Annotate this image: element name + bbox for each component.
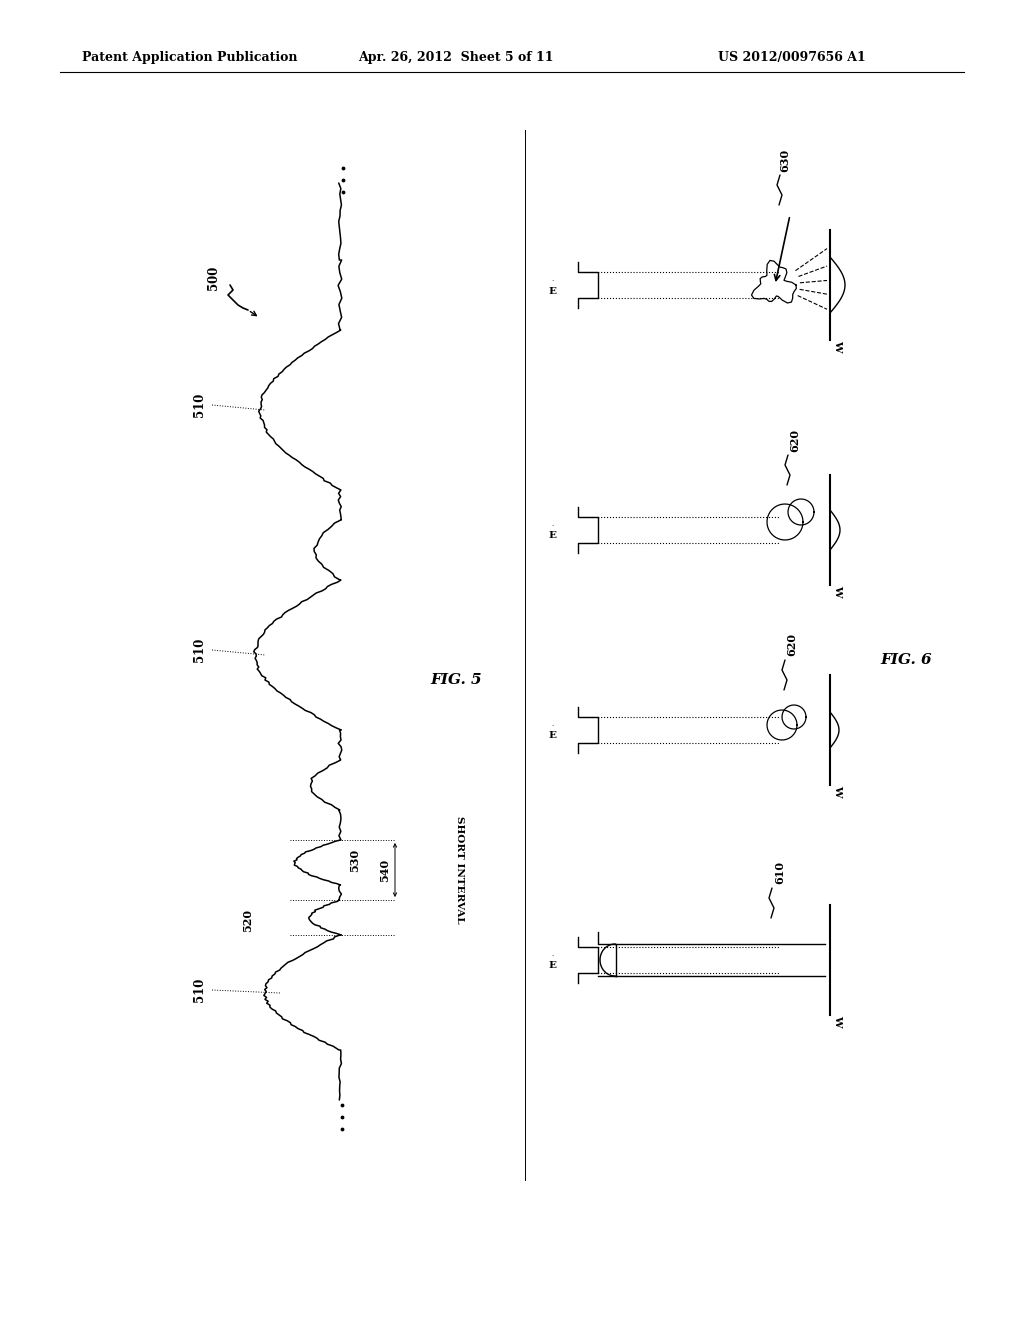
Text: E: E [548,286,556,296]
Text: SHORT INTERVAL: SHORT INTERVAL [455,816,464,924]
Text: E: E [548,961,556,970]
Text: FIG. 5: FIG. 5 [430,673,481,686]
Text: US 2012/0097656 A1: US 2012/0097656 A1 [718,51,865,65]
Text: 620: 620 [790,429,801,451]
Text: 610: 610 [774,862,785,884]
Text: .: . [551,950,553,958]
Text: 630: 630 [779,148,791,172]
Text: W: W [834,341,843,351]
Text: Patent Application Publication: Patent Application Publication [82,51,298,65]
Text: E: E [548,731,556,741]
Text: 510: 510 [194,393,207,417]
Text: Apr. 26, 2012  Sheet 5 of 11: Apr. 26, 2012 Sheet 5 of 11 [358,51,554,65]
Text: W: W [834,785,843,797]
Text: 510: 510 [194,978,207,1002]
Text: FIG. 6: FIG. 6 [880,653,932,667]
Text: .: . [551,719,553,729]
Text: E: E [548,532,556,540]
Text: 540: 540 [380,858,390,882]
Text: 510: 510 [194,638,207,663]
Text: W: W [834,1015,843,1027]
Text: 500: 500 [207,265,219,290]
Text: .: . [551,275,553,282]
Text: 620: 620 [786,634,798,656]
Text: W: W [834,585,843,597]
Text: .: . [551,520,553,528]
Text: 520: 520 [243,908,254,932]
Text: 530: 530 [349,849,360,871]
